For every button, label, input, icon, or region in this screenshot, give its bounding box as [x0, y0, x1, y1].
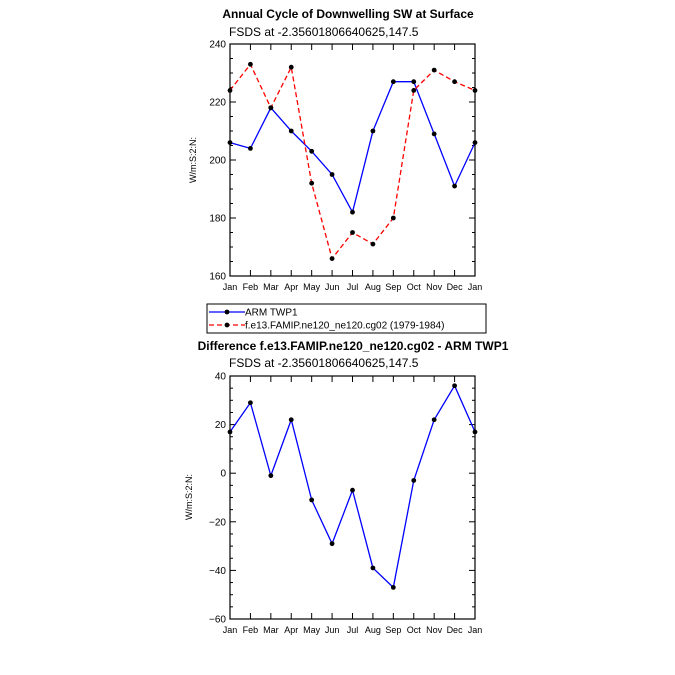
top-chart-point: [227, 88, 233, 93]
top-chart-point: [227, 140, 233, 146]
legend: ARM TWP1 f.e13.FAMIP.ne120_ne120.cg02 (1…: [206, 303, 487, 334]
bottom-chart-point: [268, 473, 274, 479]
top-chart-xtick-label: Aug: [365, 282, 381, 292]
top-chart-xtick-label: Dec: [447, 282, 464, 292]
top-chart-xtick-label: Apr: [284, 282, 298, 292]
top-chart-point: [370, 128, 376, 134]
bottom-chart: Difference f.e13.FAMIP.ne120_ne120.cg02 …: [184, 339, 509, 635]
top-chart-xtick-label: Nov: [426, 282, 443, 292]
top-chart-xtick-label: May: [303, 282, 321, 292]
top-chart-point: [452, 183, 457, 189]
top-chart-series-line-1: [229, 63, 476, 261]
top-chart: Annual Cycle of Downwelling SW at Surfac…: [188, 7, 482, 292]
bottom-chart-xtick-label: Mar: [263, 625, 279, 635]
legend-label-arm: ARM TWP1: [245, 308, 298, 319]
legend-marker-model: [224, 322, 230, 328]
bottom-chart-title: Difference f.e13.FAMIP.ne120_ne120.cg02 …: [198, 339, 509, 353]
top-chart-point: [431, 67, 437, 73]
top-chart-series-line-0: [229, 81, 476, 214]
bottom-chart-xtick-label: May: [303, 625, 321, 635]
top-chart-xtick-label: Sep: [385, 282, 401, 292]
top-chart-ytick-label: 240: [209, 40, 226, 51]
top-chart-xtick-label: Oct: [407, 282, 422, 292]
bottom-chart-point: [411, 478, 417, 483]
top-chart-xtick-label: Jan: [223, 282, 238, 292]
top-chart-point: [309, 148, 315, 154]
bottom-chart-ylabel: W/m:S:2:N:: [184, 474, 194, 520]
top-chart-ytick-label: 200: [209, 156, 226, 167]
bottom-chart-xtick-label: Jul: [347, 625, 359, 635]
top-chart-subtitle: FSDS at -2.35601806640625,147.5: [229, 25, 419, 39]
top-chart-point: [350, 209, 355, 215]
top-chart-point: [431, 131, 437, 137]
top-chart-point: [288, 64, 294, 70]
bottom-chart-point: [350, 487, 355, 493]
bottom-chart-point: [227, 429, 233, 435]
bottom-chart-xtick-label: Oct: [407, 625, 422, 635]
bottom-chart-axes: −60 −40 −20 0 20 40 Jan Feb Mar Apr May Jun Jul Aug Se…: [209, 372, 482, 636]
bottom-chart-subtitle: FSDS at -2.35601806640625,147.5: [229, 356, 419, 370]
bottom-chart-point: [452, 383, 457, 389]
bottom-chart-point: [288, 417, 294, 423]
top-chart-point: [411, 88, 417, 93]
top-chart-point: [309, 180, 315, 186]
top-chart-point: [472, 88, 478, 93]
top-chart-axes: 160 180 200 220 240 Jan Feb Mar Apr May Jun Jul Aug S…: [209, 40, 482, 293]
top-chart-point: [248, 146, 253, 151]
top-chart-xtick-label: Mar: [263, 282, 279, 292]
bottom-chart-point: [431, 417, 437, 423]
top-chart-point: [288, 128, 294, 134]
top-chart-point: [472, 140, 478, 146]
bottom-chart-point: [309, 497, 315, 503]
top-chart-ylabel: W/m:S:2:N:: [188, 137, 198, 183]
bottom-chart-xtick-label: Jan: [468, 625, 483, 635]
top-chart-ytick-label: 220: [209, 98, 226, 109]
bottom-chart-ytick-label: 0: [220, 469, 226, 480]
top-chart-point: [390, 215, 396, 221]
top-chart-point: [452, 79, 457, 85]
bottom-chart-xtick-label: Nov: [426, 625, 443, 635]
bottom-chart-point: [248, 400, 253, 406]
legend-box: [206, 303, 487, 334]
bottom-chart-xtick-label: Jan: [223, 625, 238, 635]
top-chart-point: [390, 79, 396, 85]
bottom-chart-point: [472, 429, 478, 435]
top-chart-point: [248, 61, 253, 67]
bottom-chart-xtick-label: Apr: [284, 625, 298, 635]
top-chart-xtick-label: Jul: [347, 282, 359, 292]
bottom-chart-series: [227, 383, 478, 590]
top-chart-point: [411, 79, 417, 85]
bottom-chart-ytick-label: −40: [209, 566, 226, 577]
bottom-chart-xtick-label: Dec: [447, 625, 464, 635]
bottom-chart-ytick-label: −60: [209, 615, 226, 626]
bottom-chart-xtick-label: Aug: [365, 625, 381, 635]
top-chart-point: [329, 172, 335, 177]
top-chart-point: [329, 256, 335, 261]
top-chart-ytick-label: 160: [209, 272, 226, 283]
top-chart-series: [227, 61, 478, 261]
bottom-chart-ytick-label: 40: [215, 372, 227, 383]
bottom-chart-ytick-label: −20: [209, 517, 226, 528]
top-chart-xtick-label: Jan: [468, 282, 483, 292]
top-chart-point: [268, 105, 274, 111]
legend-label-model: f.e13.FAMIP.ne120_ne120.cg02 (1979-1984): [245, 321, 444, 332]
bottom-chart-point: [370, 565, 376, 571]
top-chart-ytick-label: 180: [209, 214, 226, 225]
top-chart-xtick-label: Feb: [243, 282, 259, 292]
bottom-chart-series-line-0: [229, 384, 476, 589]
bottom-chart-xtick-label: Feb: [243, 625, 259, 635]
top-chart-point: [370, 241, 376, 247]
top-chart-xtick-label: Jun: [325, 282, 340, 292]
bottom-chart-xtick-label: Jun: [325, 625, 340, 635]
top-chart-frame: [229, 43, 476, 277]
top-chart-title: Annual Cycle of Downwelling SW at Surfac…: [222, 7, 474, 21]
bottom-chart-point: [390, 585, 396, 590]
bottom-chart-ytick-label: 20: [215, 420, 227, 431]
top-chart-point: [350, 230, 355, 235]
bottom-chart-point: [329, 541, 335, 547]
legend-marker-arm: [224, 309, 230, 315]
bottom-chart-xtick-label: Sep: [385, 625, 401, 635]
